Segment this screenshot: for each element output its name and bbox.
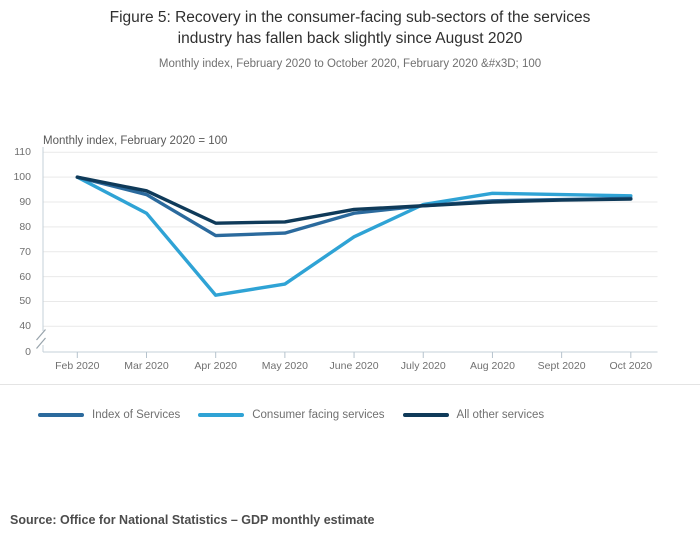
x-tick-label-6: Aug 2020 [469, 360, 515, 372]
y-tick-label-0: 0 [25, 346, 31, 358]
y-tick-label-80: 80 [19, 220, 31, 233]
x-tick-label-5: July 2020 [400, 360, 446, 372]
x-tick-label-8: Oct 2020 [609, 360, 653, 372]
y-tick-label-40: 40 [19, 320, 31, 333]
y-tick-label-100: 100 [13, 171, 31, 184]
legend-item-index-of-services[interactable]: Index of Services [38, 409, 180, 421]
page-title-line1: Figure 5: Recovery in the consumer-facin… [109, 9, 591, 26]
axis-break-slash [36, 329, 46, 341]
legend-swatch-consumer-facing-services [198, 413, 245, 417]
series-line-consumer-facing-services [75, 175, 633, 297]
x-tick-label-2: Apr 2020 [194, 360, 237, 372]
legend-label-consumer-facing-services: Consumer facing services [252, 409, 385, 421]
legend-label-all-other-services: All other services [456, 409, 545, 421]
axis-break-slash [36, 337, 46, 349]
y-tick-label-90: 90 [19, 196, 31, 208]
chart-legend: Index of Services Consumer facing servic… [38, 409, 544, 421]
page-title: Figure 5: Recovery in the consumer-facin… [0, 7, 700, 49]
y-tick-label-70: 70 [19, 245, 31, 258]
legend-divider [0, 384, 700, 385]
legend-item-consumer-facing-services[interactable]: Consumer facing services [198, 409, 385, 421]
page-subtitle: Monthly index, February 2020 to October … [158, 58, 542, 70]
y-tick-label-60: 60 [19, 270, 31, 283]
legend-swatch-all-other-services [402, 413, 449, 417]
y-axis-title: Monthly index, February 2020 = 100 [43, 135, 228, 147]
y-tick-label-50: 50 [19, 295, 31, 308]
page-title-line2: industry has fallen back slightly since … [177, 30, 523, 47]
x-tick-label-7: Sept 2020 [537, 360, 586, 372]
legend-label-index-of-services: Index of Services [92, 409, 181, 421]
x-tick-label-3: May 2020 [261, 360, 308, 372]
series-line-all-other-services [75, 175, 633, 225]
y-tick-label-110: 110 [14, 146, 31, 159]
legend-item-all-other-services[interactable]: All other services [402, 409, 545, 421]
legend-swatch-index-of-services [38, 413, 84, 417]
x-tick-label-4: June 2020 [329, 360, 379, 372]
x-tick-label-0: Feb 2020 [55, 360, 100, 372]
source-text: Source: Office for National Statistics –… [10, 513, 375, 527]
x-tick-label-1: Mar 2020 [124, 360, 169, 372]
